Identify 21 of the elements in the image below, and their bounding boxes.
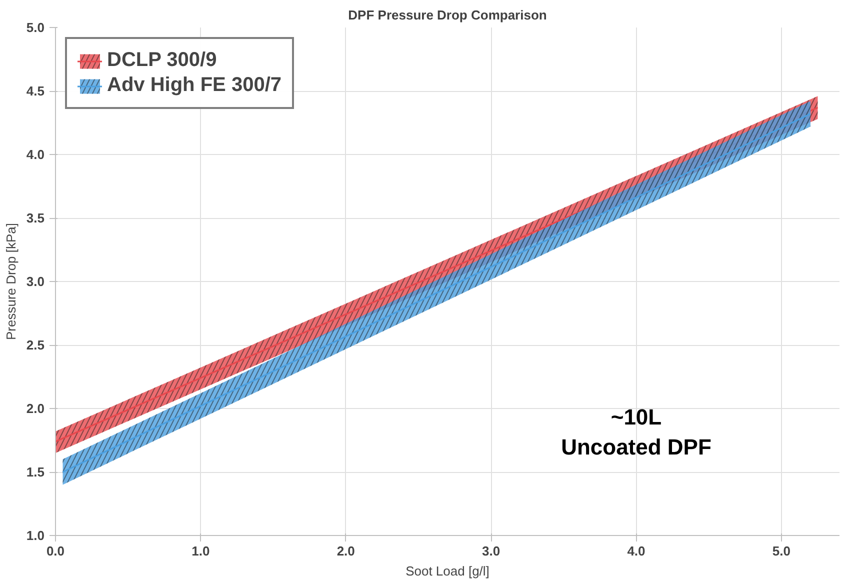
legend-label: Adv High FE 300/7 <box>107 74 282 97</box>
x-axis-title: Soot Load [g/l] <box>406 564 490 578</box>
x-tick-label: 0.0 <box>46 544 65 558</box>
y-axis-title: Pressure Drop [kPa] <box>3 222 18 340</box>
x-tick-label: 1.0 <box>192 544 210 558</box>
y-tick-label: 3.5 <box>26 210 45 226</box>
x-tick-label: 4.0 <box>627 544 646 558</box>
chart-title: DPF Pressure Drop Comparison <box>348 8 547 22</box>
y-tick-label: 2.0 <box>26 401 45 416</box>
y-tick-label: 4.5 <box>26 84 45 98</box>
x-tick-label: 2.0 <box>336 544 355 558</box>
y-tick-label: 3.0 <box>26 274 45 289</box>
y-tick-label: 2.5 <box>26 338 45 352</box>
x-tick-label: 5.0 <box>772 544 790 558</box>
legend-label: DCLP 300/9 <box>107 49 217 72</box>
y-tick-label: 5.0 <box>26 20 45 35</box>
annotation: ~10L Uncoated DPF <box>561 404 712 460</box>
y-tick-label: 1.0 <box>26 528 45 543</box>
y-tick-label: 1.5 <box>26 464 45 480</box>
y-tick-label: 4.0 <box>26 147 45 162</box>
x-tick-label: 3.0 <box>482 544 500 558</box>
